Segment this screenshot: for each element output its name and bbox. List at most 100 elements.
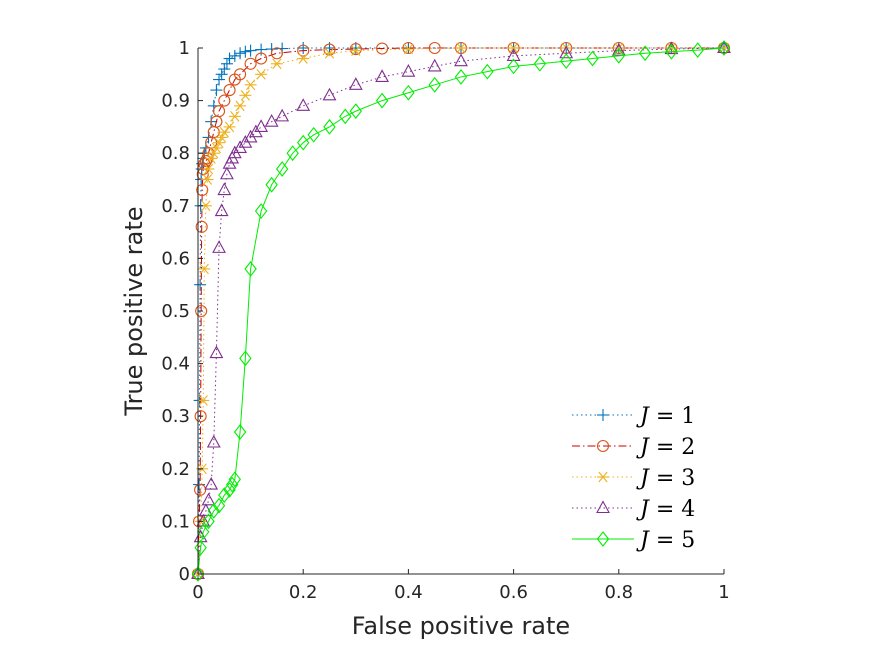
series-5-point <box>265 176 278 193</box>
series-3-point <box>455 42 467 54</box>
series-5-point <box>239 350 252 367</box>
x-axis-label: False positive rate <box>352 612 570 640</box>
series-5-point <box>194 539 207 556</box>
series-4-point <box>212 240 226 253</box>
series-1-point <box>297 42 310 54</box>
series-2-point <box>349 43 362 56</box>
series-5-point <box>297 134 310 151</box>
legend-marker <box>596 500 610 514</box>
series-3-point <box>239 89 252 101</box>
legend-label: J = 1 <box>636 404 695 429</box>
series-4-point <box>220 166 234 180</box>
series-5-point <box>454 69 468 85</box>
series-5-point <box>612 47 625 64</box>
series-4-point <box>559 45 574 59</box>
series-4-point <box>275 108 290 122</box>
series-2-point <box>196 183 209 197</box>
y-tick-label: 0.7 <box>161 196 190 217</box>
series-1-point <box>210 84 223 97</box>
series-5 <box>191 40 731 582</box>
axes: 0 0.2 0.4 0.6 0.8 1 0 0.1 0.2 0.3 0.4 0.5 0.6 0.7 0.8 0… <box>161 38 729 603</box>
x-tick-label: 0.2 <box>289 582 318 603</box>
series-4-point <box>717 40 731 54</box>
series-4-point <box>206 434 221 448</box>
series-2-point <box>255 52 268 65</box>
y-tick-label: 0.6 <box>161 248 190 269</box>
series-4-point <box>506 48 521 61</box>
series-2-point <box>212 105 226 118</box>
series-1-point <box>220 57 233 70</box>
series-4-point <box>296 98 311 111</box>
y-axis-label: True positive rate <box>120 206 148 416</box>
series-3-point <box>218 126 231 138</box>
y-tick-label: 0.1 <box>161 511 190 532</box>
series-1-line <box>197 47 724 575</box>
x-tick-label: 0.8 <box>604 582 633 603</box>
series-4-point <box>264 113 279 127</box>
series-5-point <box>428 76 441 93</box>
y-tick-label: 0.8 <box>161 143 190 164</box>
series-1-point <box>223 52 236 65</box>
series-4-point <box>427 58 442 72</box>
series-4-point <box>254 119 269 132</box>
series-3-point <box>201 174 214 185</box>
series-2-point <box>270 47 283 60</box>
series-5-point <box>586 50 599 67</box>
series-5-point <box>254 203 268 219</box>
series-3-point <box>210 142 223 154</box>
legend-marker <box>597 471 609 483</box>
series-5-point <box>560 53 573 70</box>
series-5-point <box>225 476 239 493</box>
series-5-point <box>507 58 520 75</box>
series-5-point <box>218 487 231 503</box>
legend-label: J = 5 <box>636 528 695 553</box>
series-3-point <box>228 111 241 122</box>
series-3-point <box>205 153 218 164</box>
legend-label: J = 3 <box>636 466 695 491</box>
legend-label: J = 2 <box>636 435 695 460</box>
x-tick-label: 0.4 <box>394 582 423 603</box>
series-4-point <box>204 476 219 490</box>
series-4-point <box>191 566 205 580</box>
series-3-point <box>197 395 210 406</box>
series-2-point <box>297 44 310 57</box>
series-4-point <box>217 182 232 196</box>
series-5-point <box>323 119 336 135</box>
y-tick-label: 0 <box>179 564 190 585</box>
series-3-point <box>198 263 211 275</box>
series-5-point <box>691 42 704 58</box>
series-5-point <box>228 471 242 488</box>
y-tick-label: 0.5 <box>161 301 190 322</box>
series-2-point <box>323 43 336 56</box>
series-2-point <box>207 126 220 139</box>
series-3-point <box>349 45 362 56</box>
series-5-point <box>339 108 352 125</box>
series-1-point <box>213 73 226 86</box>
series-1-point <box>239 45 252 58</box>
series-3-point <box>402 43 415 55</box>
series-4-point <box>348 77 363 90</box>
series-2-line <box>197 47 724 575</box>
series-1-point <box>218 63 231 76</box>
series-5-point <box>481 63 494 80</box>
series-1-point <box>255 43 268 56</box>
series-5-line <box>197 47 725 575</box>
series-5-point <box>233 424 247 440</box>
series-4 <box>191 40 731 580</box>
series-3-point <box>323 47 336 59</box>
series-5-point <box>402 84 415 101</box>
series-1-point <box>228 49 241 62</box>
series-3-point <box>507 42 520 54</box>
series-5-point <box>638 45 652 62</box>
series-2-point <box>218 94 231 107</box>
series-5-point <box>533 55 547 72</box>
y-tick-label: 0.3 <box>161 406 190 427</box>
series-5-point <box>665 43 678 60</box>
series-5-point <box>207 502 220 519</box>
series-1-point <box>215 68 228 81</box>
series-2-point <box>195 220 208 233</box>
x-tick-label: 0.6 <box>499 582 528 603</box>
x-tick-label: 1 <box>718 582 729 603</box>
series-3-point <box>297 53 310 64</box>
